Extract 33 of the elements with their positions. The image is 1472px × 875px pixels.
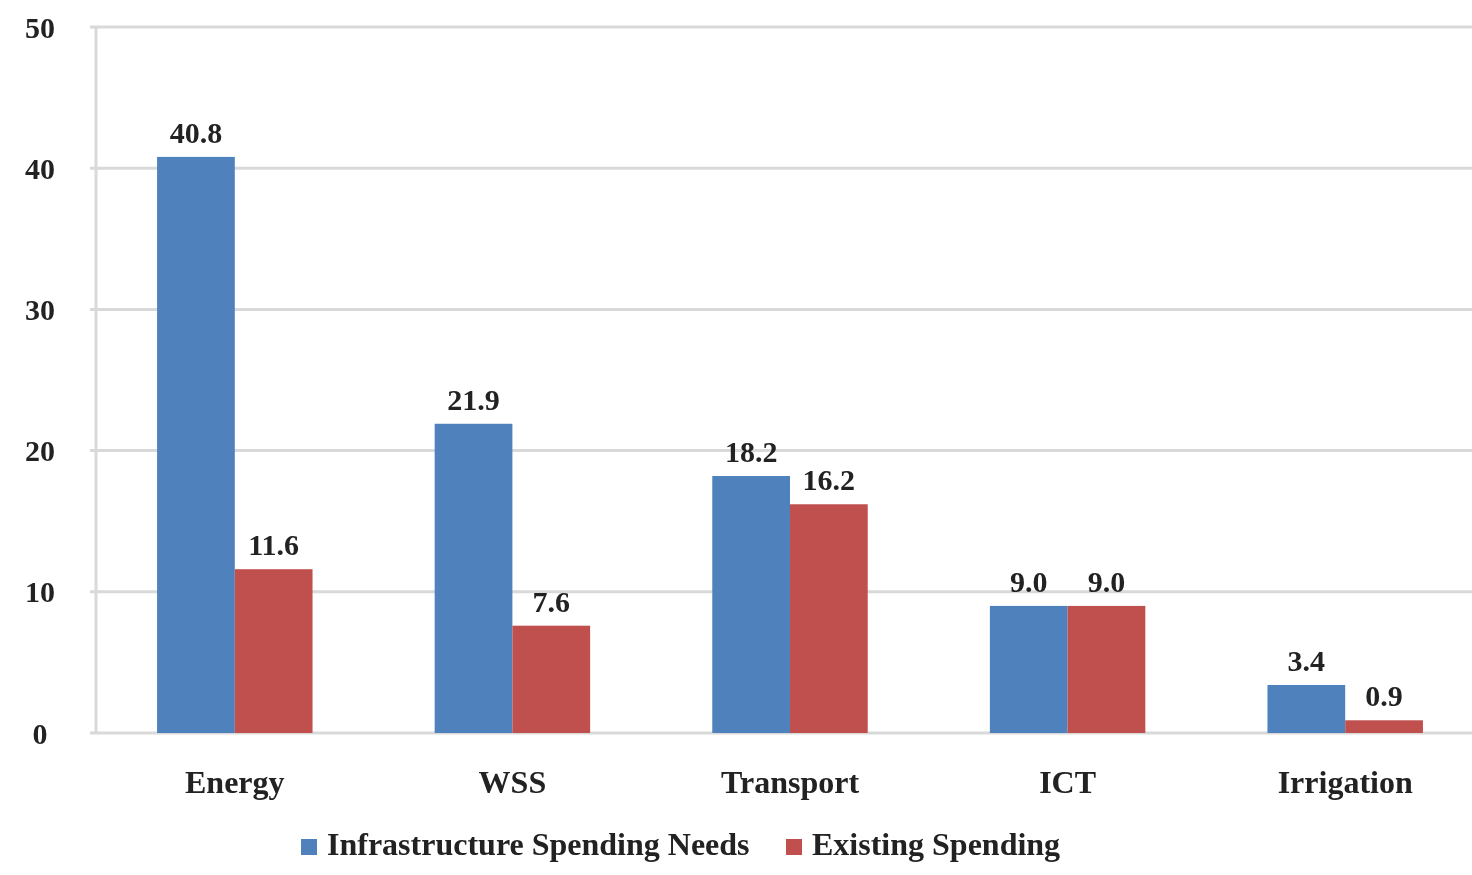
text: 21.9 xyxy=(447,382,500,416)
legend-label: Existing Spending xyxy=(812,826,1061,862)
x-tick-label: Energy xyxy=(185,764,285,800)
bar xyxy=(512,625,591,733)
bar xyxy=(1267,684,1346,733)
x-tick-label: WSS xyxy=(478,764,547,800)
bar xyxy=(157,156,235,733)
text: 3.4 xyxy=(1287,643,1326,677)
text: 16.2 xyxy=(802,463,856,497)
x-tick-label: Transport xyxy=(720,764,860,800)
y-tick-label: 0 xyxy=(32,716,48,750)
x-tick-label: Irrigation xyxy=(1277,764,1413,800)
bar xyxy=(1067,605,1146,733)
x-tick-label: ICT xyxy=(1039,764,1097,800)
text: 7.6 xyxy=(532,584,571,618)
y-tick-label: 20 xyxy=(25,434,55,468)
y-tick-label: 10 xyxy=(25,575,55,609)
bar xyxy=(1345,720,1423,733)
y-tick-label: 30 xyxy=(25,292,55,326)
text: 18.2 xyxy=(724,435,778,469)
y-tick-label: 40 xyxy=(25,151,55,185)
bar xyxy=(712,476,790,733)
y-tick-label: 50 xyxy=(25,10,55,44)
bar xyxy=(790,504,868,733)
text: 9.0 xyxy=(1087,564,1126,598)
legend-label: Infrastructure Spending Needs xyxy=(327,826,750,862)
text: 9.0 xyxy=(1009,564,1048,598)
text: 11.6 xyxy=(248,528,300,562)
bar xyxy=(234,569,313,733)
bar xyxy=(989,605,1068,733)
text: 40.8 xyxy=(169,115,223,149)
text: 0.9 xyxy=(1365,679,1403,713)
bar xyxy=(434,423,513,733)
